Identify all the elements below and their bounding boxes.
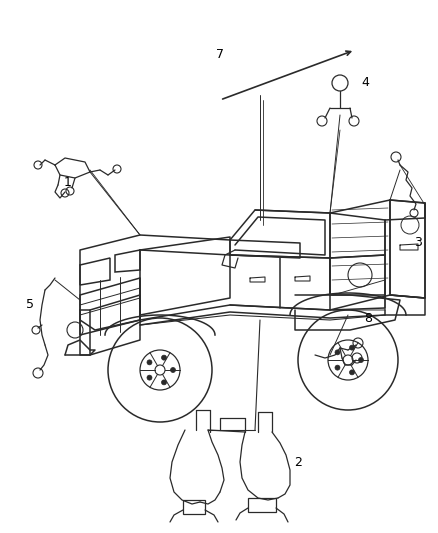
- Text: 2: 2: [294, 456, 302, 470]
- Bar: [248, 498, 276, 512]
- Circle shape: [358, 358, 364, 362]
- Circle shape: [335, 365, 340, 370]
- Text: 8: 8: [364, 311, 372, 325]
- Circle shape: [162, 355, 166, 360]
- Text: 4: 4: [361, 76, 369, 88]
- Circle shape: [162, 380, 166, 385]
- Circle shape: [335, 350, 340, 355]
- Circle shape: [170, 367, 176, 373]
- Bar: [183, 500, 205, 514]
- Text: 1: 1: [64, 176, 72, 190]
- Circle shape: [147, 375, 152, 380]
- Text: 3: 3: [414, 236, 422, 248]
- Circle shape: [147, 360, 152, 365]
- Text: 7: 7: [216, 49, 224, 61]
- Circle shape: [350, 345, 354, 350]
- Text: 5: 5: [26, 298, 34, 311]
- Circle shape: [350, 370, 354, 375]
